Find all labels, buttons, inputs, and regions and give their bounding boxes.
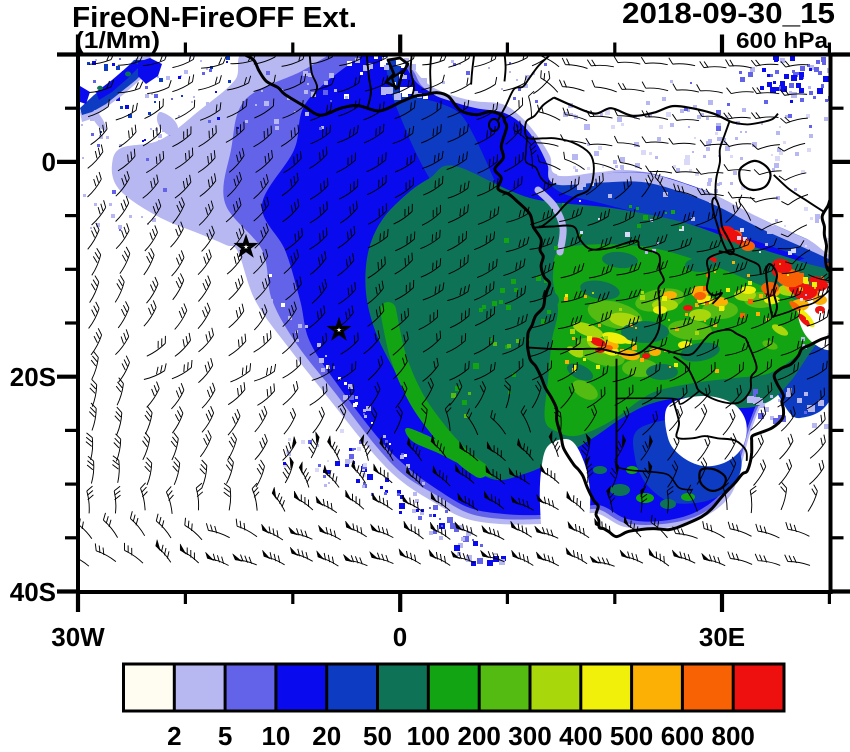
svg-text:0: 0 xyxy=(42,147,56,177)
svg-text:100: 100 xyxy=(407,721,450,747)
svg-text:FireON-FireOFF Ext.: FireON-FireOFF Ext. xyxy=(72,2,357,34)
svg-text:30E: 30E xyxy=(699,622,745,652)
svg-text:400: 400 xyxy=(559,721,602,747)
svg-text:2: 2 xyxy=(167,721,181,747)
svg-text:200: 200 xyxy=(458,721,501,747)
svg-text:5: 5 xyxy=(218,721,232,747)
svg-text:(1/Mm): (1/Mm) xyxy=(75,27,160,53)
svg-text:600: 600 xyxy=(661,721,704,747)
svg-text:300: 300 xyxy=(508,721,551,747)
svg-text:800: 800 xyxy=(712,721,755,747)
svg-text:600 hPa: 600 hPa xyxy=(736,28,829,53)
svg-text:0: 0 xyxy=(393,622,407,652)
svg-text:10: 10 xyxy=(261,721,290,747)
svg-text:20S: 20S xyxy=(10,362,56,392)
svg-text:30W: 30W xyxy=(51,622,105,652)
svg-text:40S: 40S xyxy=(10,577,56,607)
svg-text:500: 500 xyxy=(610,721,653,747)
svg-text:50: 50 xyxy=(363,721,392,747)
svg-text:2018-09-30_15: 2018-09-30_15 xyxy=(622,0,835,30)
svg-text:20: 20 xyxy=(312,721,341,747)
